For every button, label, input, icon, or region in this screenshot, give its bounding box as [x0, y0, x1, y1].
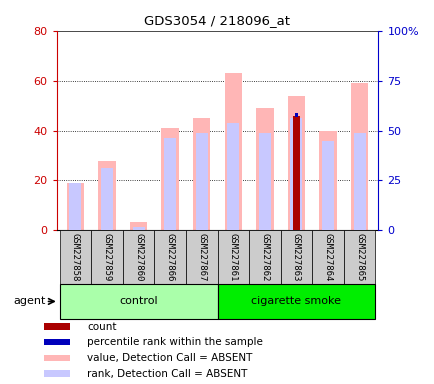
Bar	[43, 355, 69, 361]
Bar	[293, 116, 299, 230]
Text: rank, Detection Call = ABSENT: rank, Detection Call = ABSENT	[87, 369, 247, 379]
Bar	[43, 339, 69, 346]
Bar	[312, 230, 343, 284]
Text: GSM227867: GSM227867	[197, 233, 206, 281]
Text: GSM227860: GSM227860	[134, 233, 143, 281]
Bar	[294, 113, 298, 117]
Text: control: control	[119, 296, 158, 306]
Text: cigarette smoke: cigarette smoke	[251, 296, 341, 306]
Bar	[287, 96, 304, 230]
Bar	[258, 133, 270, 230]
Text: GSM227866: GSM227866	[165, 233, 174, 281]
Bar	[319, 131, 336, 230]
Bar	[43, 323, 69, 330]
Bar	[353, 133, 365, 230]
Bar	[122, 230, 154, 284]
Bar	[164, 138, 176, 230]
Bar	[290, 118, 302, 230]
Text: GSM227861: GSM227861	[228, 233, 237, 281]
Bar	[161, 128, 178, 230]
Bar	[195, 133, 207, 230]
Bar	[43, 370, 69, 377]
Bar	[69, 183, 81, 230]
Bar	[154, 230, 185, 284]
Bar	[59, 284, 217, 319]
Bar	[132, 227, 144, 230]
Bar	[224, 73, 241, 230]
Text: GSM227865: GSM227865	[354, 233, 363, 281]
Text: percentile rank within the sample: percentile rank within the sample	[87, 337, 262, 347]
Bar	[130, 222, 147, 230]
Bar	[193, 118, 210, 230]
Bar	[101, 168, 113, 230]
Bar	[91, 230, 122, 284]
Text: GSM227862: GSM227862	[260, 233, 269, 281]
Text: count: count	[87, 321, 116, 331]
Bar	[217, 230, 249, 284]
Bar	[98, 161, 115, 230]
Bar	[217, 284, 375, 319]
Title: GDS3054 / 218096_at: GDS3054 / 218096_at	[144, 14, 290, 27]
Text: GSM227863: GSM227863	[291, 233, 300, 281]
Bar	[67, 183, 84, 230]
Text: GSM227864: GSM227864	[323, 233, 332, 281]
Text: GSM227858: GSM227858	[71, 233, 80, 281]
Bar	[280, 230, 312, 284]
Bar	[256, 108, 273, 230]
Bar	[249, 230, 280, 284]
Bar	[350, 83, 367, 230]
Text: agent: agent	[13, 296, 45, 306]
Bar	[321, 141, 333, 230]
Bar	[185, 230, 217, 284]
Text: value, Detection Call = ABSENT: value, Detection Call = ABSENT	[87, 353, 252, 363]
Bar	[59, 230, 91, 284]
Text: GSM227859: GSM227859	[102, 233, 111, 281]
Bar	[343, 230, 375, 284]
Bar	[227, 123, 239, 230]
